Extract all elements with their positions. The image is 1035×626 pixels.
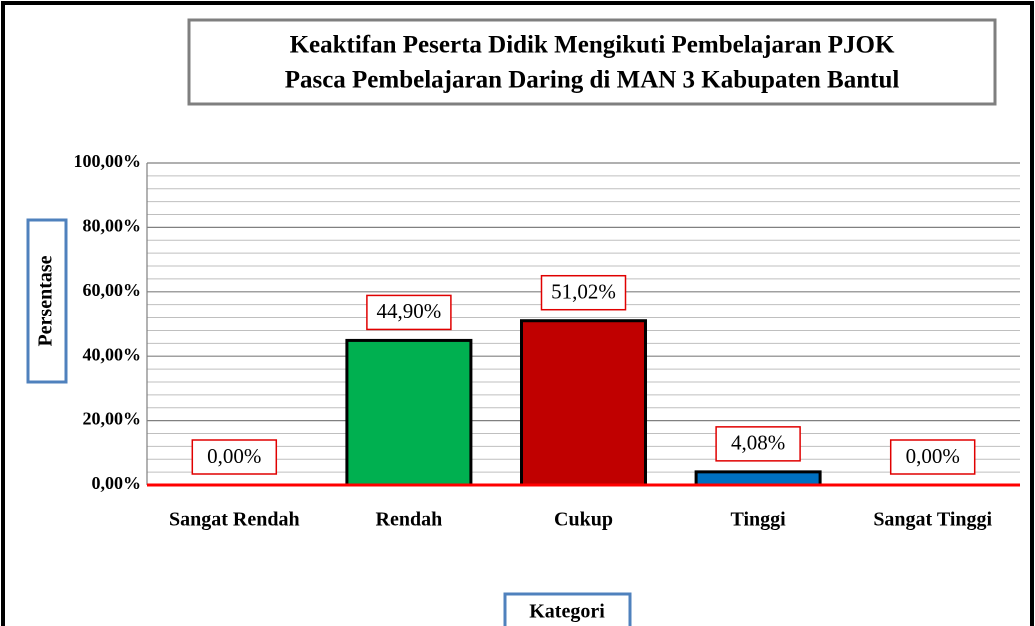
chart-subtitle: Pasca Pembelajaran Daring di MAN 3 Kabup… bbox=[285, 67, 900, 94]
y-tick-label: 60,00% bbox=[83, 280, 142, 300]
value-label: 44,90% bbox=[377, 299, 442, 323]
title-box bbox=[187, 18, 997, 106]
value-label-box bbox=[889, 439, 976, 475]
y-label-box bbox=[26, 218, 68, 384]
y-tick-label: 100,00% bbox=[74, 151, 142, 171]
value-label-box bbox=[715, 426, 801, 462]
value-label-box bbox=[540, 274, 627, 311]
value-label-box bbox=[191, 439, 278, 475]
x-tick-label: Tinggi bbox=[730, 509, 786, 531]
x-tick-label: Rendah bbox=[376, 509, 443, 531]
x-tick-label: Sangat Rendah bbox=[169, 509, 300, 531]
y-tick-label: 80,00% bbox=[83, 216, 142, 236]
value-label: 4,08% bbox=[731, 431, 785, 455]
y-axis-label: Persentase bbox=[35, 255, 57, 346]
y-tick-label: 0,00% bbox=[92, 473, 142, 493]
value-label: 0,00% bbox=[906, 444, 960, 468]
x-axis-label: Kategori bbox=[529, 601, 605, 623]
x-tick-label: Sangat Tinggi bbox=[873, 509, 992, 531]
y-tick-label: 40,00% bbox=[83, 344, 142, 364]
value-label-box bbox=[366, 294, 452, 331]
bar bbox=[345, 338, 473, 487]
x-label-box bbox=[503, 592, 632, 626]
bar bbox=[520, 319, 647, 487]
x-tick-label: Cukup bbox=[554, 509, 613, 531]
bar bbox=[694, 470, 822, 487]
chart-title: Keaktifan Peserta Didik Mengikuti Pembel… bbox=[290, 32, 895, 59]
y-tick-label: 20,00% bbox=[83, 409, 142, 429]
value-label: 51,02% bbox=[551, 280, 616, 304]
value-label: 0,00% bbox=[207, 444, 261, 468]
